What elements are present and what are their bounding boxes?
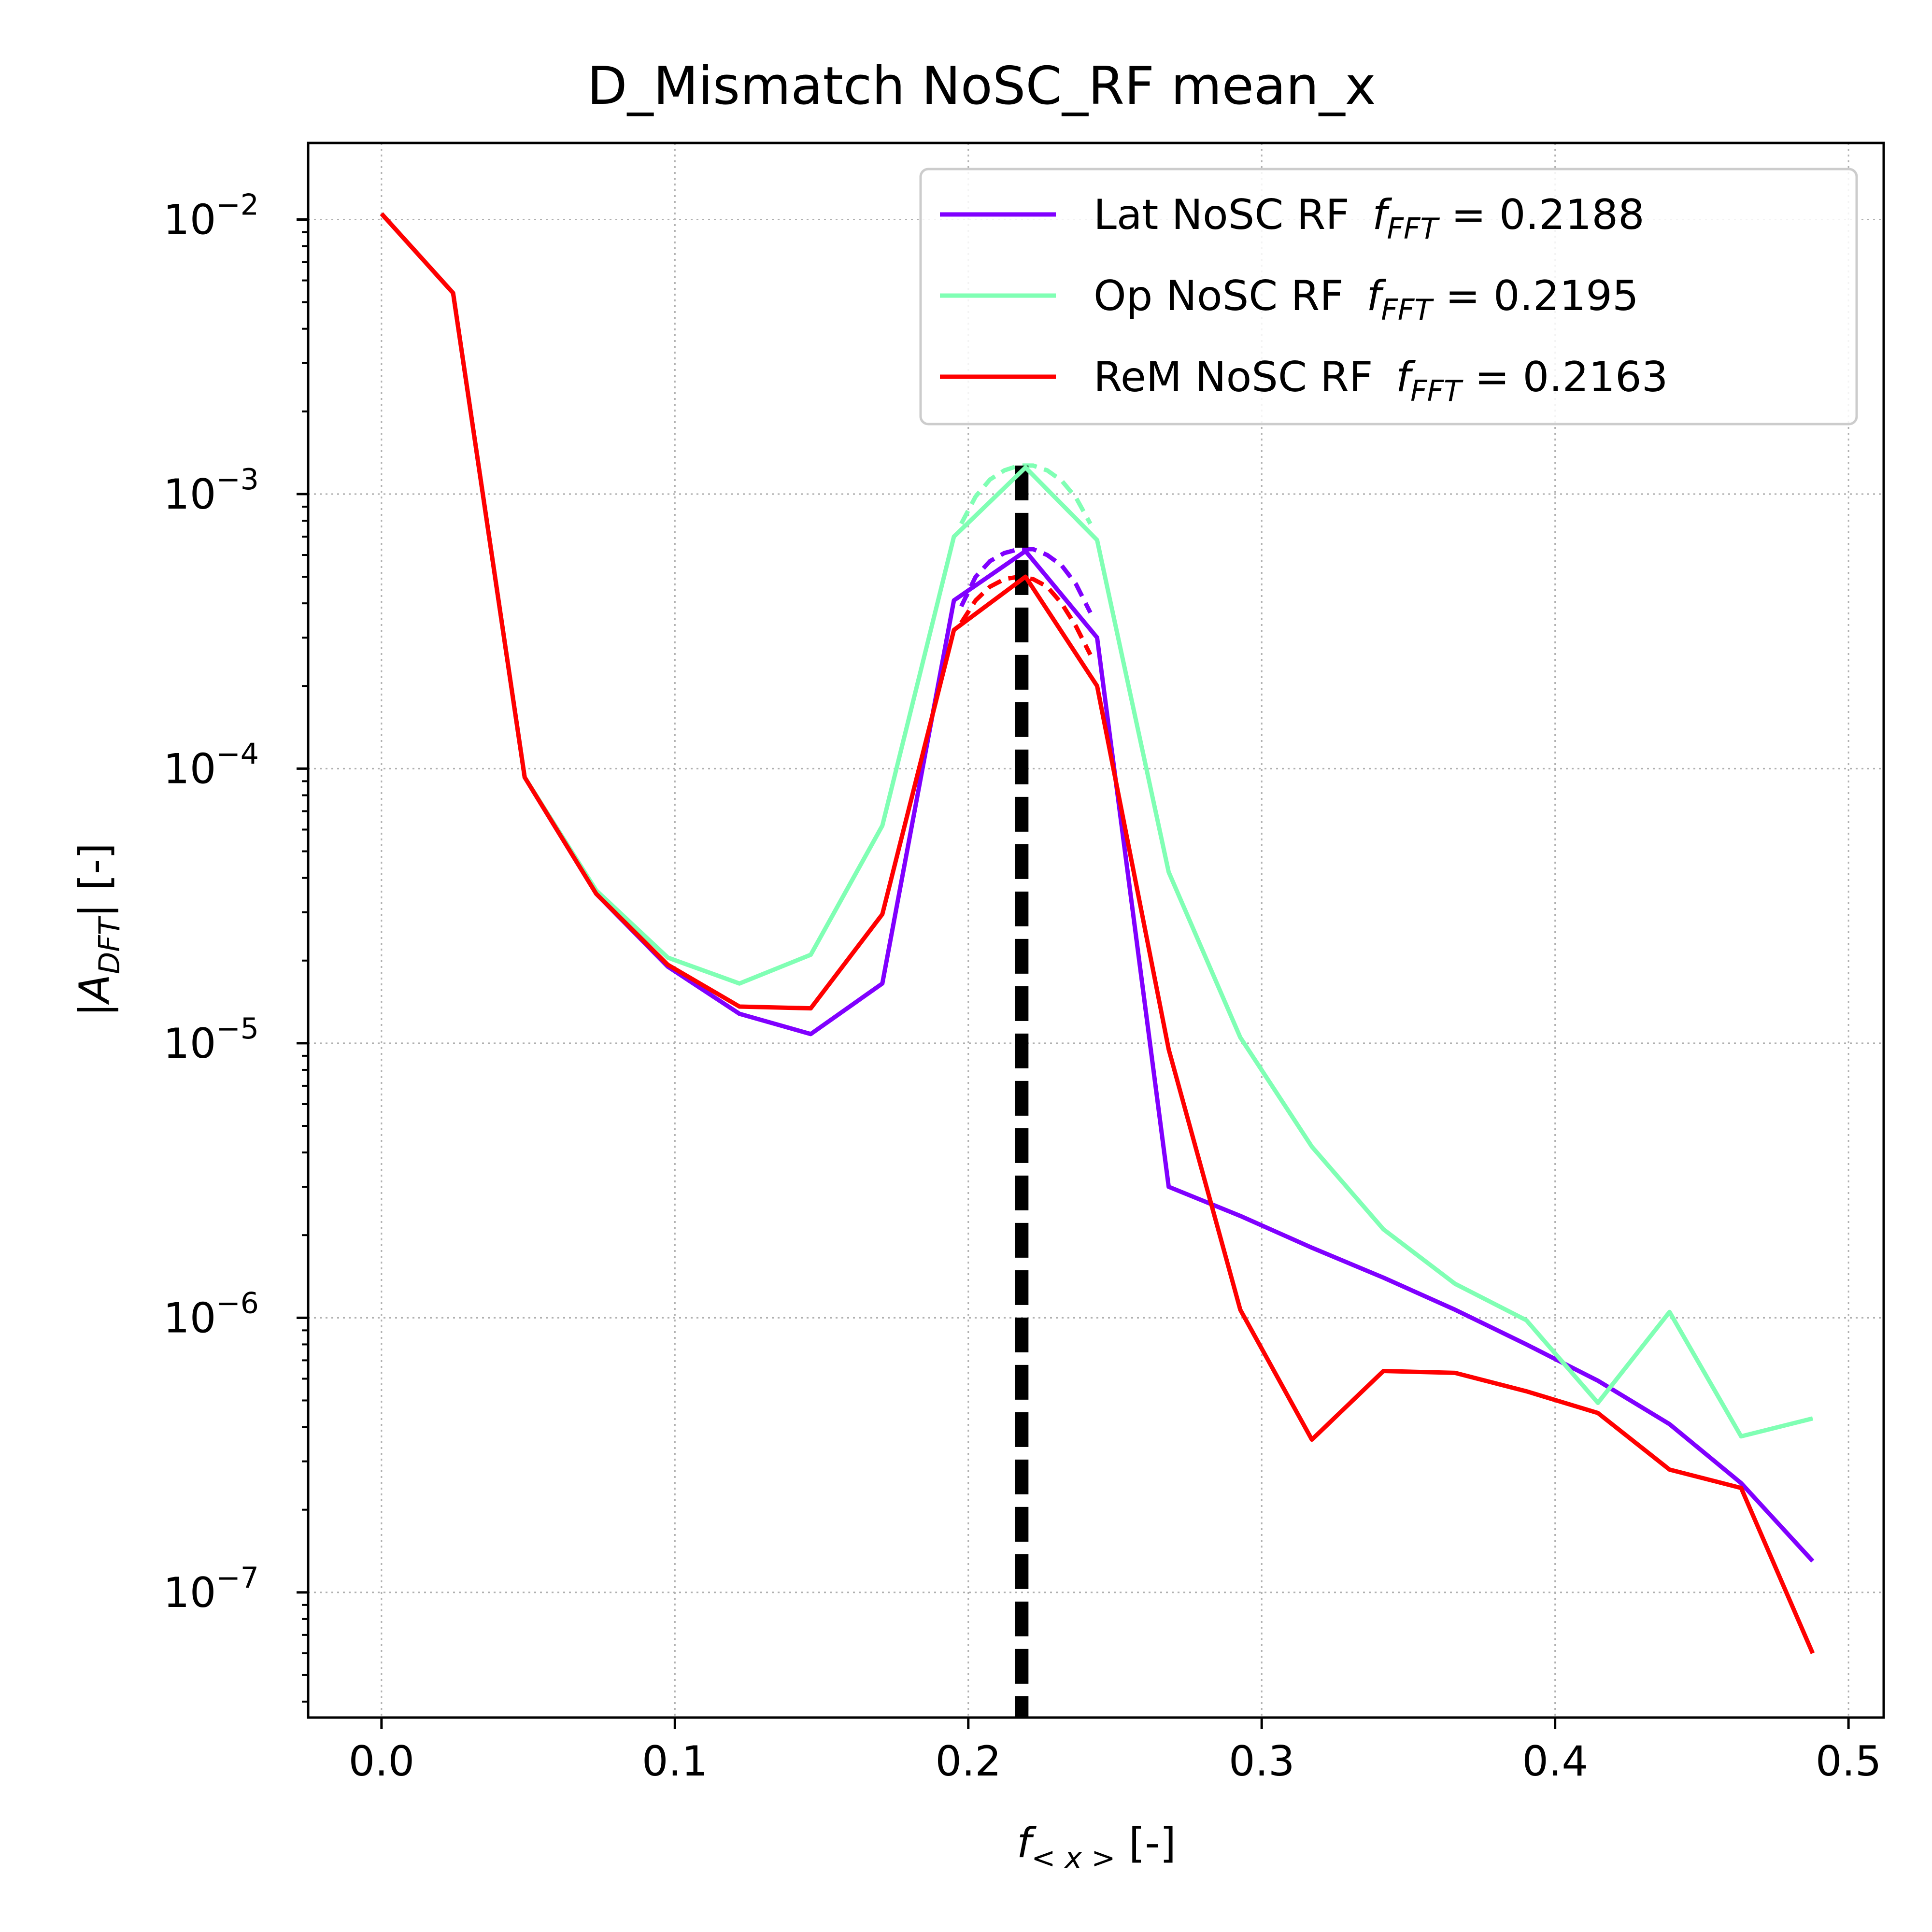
x-tick-label: 0.1 bbox=[642, 1737, 708, 1786]
x-tick-label: 0.5 bbox=[1816, 1737, 1882, 1786]
y-axis-label: |ADFT| [-] bbox=[71, 843, 127, 1017]
legend-entry: Lat NoSC RF fFFT = 0.2188 bbox=[1094, 191, 1645, 246]
y-axis-ticks: 10−7 10−6 10−5 10−4 10−3 10−2 bbox=[163, 188, 308, 1703]
series-line bbox=[380, 212, 1814, 1439]
y-tick-label: 10−5 bbox=[163, 1012, 259, 1068]
chart-title: D_Mismatch NoSC_RF mean_x bbox=[587, 56, 1376, 116]
y-tick-label: 10−2 bbox=[163, 188, 259, 244]
y-tick-label: 10−6 bbox=[163, 1286, 259, 1342]
fit-curve bbox=[959, 574, 1093, 656]
legend-entry: Op NoSC RF fFFT = 0.2195 bbox=[1094, 272, 1639, 327]
legend-box bbox=[919, 168, 1858, 426]
y-tick-label: 10−3 bbox=[163, 463, 259, 519]
x-axis-ticks: 0.0 0.1 0.2 0.3 0.4 0.5 bbox=[348, 1718, 1881, 1786]
x-tick-label: 0.2 bbox=[935, 1737, 1001, 1786]
x-tick-label: 0.4 bbox=[1522, 1737, 1588, 1786]
series-lines bbox=[380, 212, 1815, 1654]
plot-frame bbox=[307, 142, 1885, 1719]
y-tick-label: 10−7 bbox=[163, 1561, 259, 1617]
legend-entry: ReM NoSC RF fFFT = 0.2163 bbox=[1094, 353, 1668, 408]
y-tick-label: 10−4 bbox=[163, 737, 259, 793]
x-tick-label: 0.0 bbox=[348, 1737, 414, 1786]
legend: Lat NoSC RF fFFT = 0.2188 Op NoSC RF fFFT… bbox=[919, 168, 1858, 426]
x-axis-label: f< x > [-] bbox=[1017, 1819, 1176, 1875]
x-tick-label: 0.3 bbox=[1229, 1737, 1295, 1786]
series-line bbox=[380, 212, 1815, 1654]
